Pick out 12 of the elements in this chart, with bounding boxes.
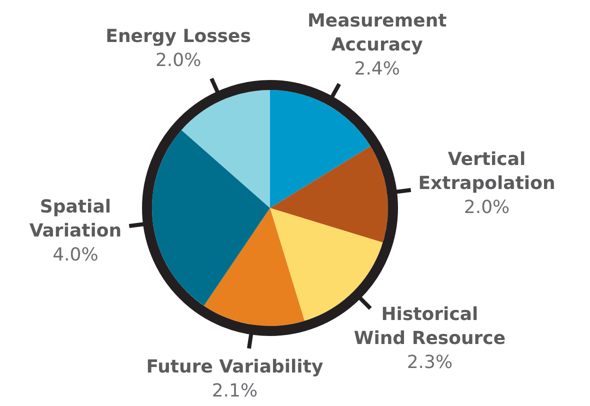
data-label: 4.0% [52, 244, 98, 266]
slice-label: Historical Wind Resource [354, 304, 506, 350]
data-label: 2.4% [354, 58, 400, 80]
slice-label: Measurement Accuracy [307, 10, 448, 56]
slice-label: Vertical Extrapolation [418, 149, 556, 194]
data-label: 2.1% [212, 380, 258, 402]
data-label: 2.0% [155, 50, 202, 72]
slice-label: Energy Losses [106, 26, 251, 48]
data-label: 2.0% [464, 197, 510, 218]
slice-label: Future Variability [146, 356, 324, 378]
slice-label: Spatial Variation [29, 196, 122, 242]
data-label: 2.3% [406, 352, 453, 374]
